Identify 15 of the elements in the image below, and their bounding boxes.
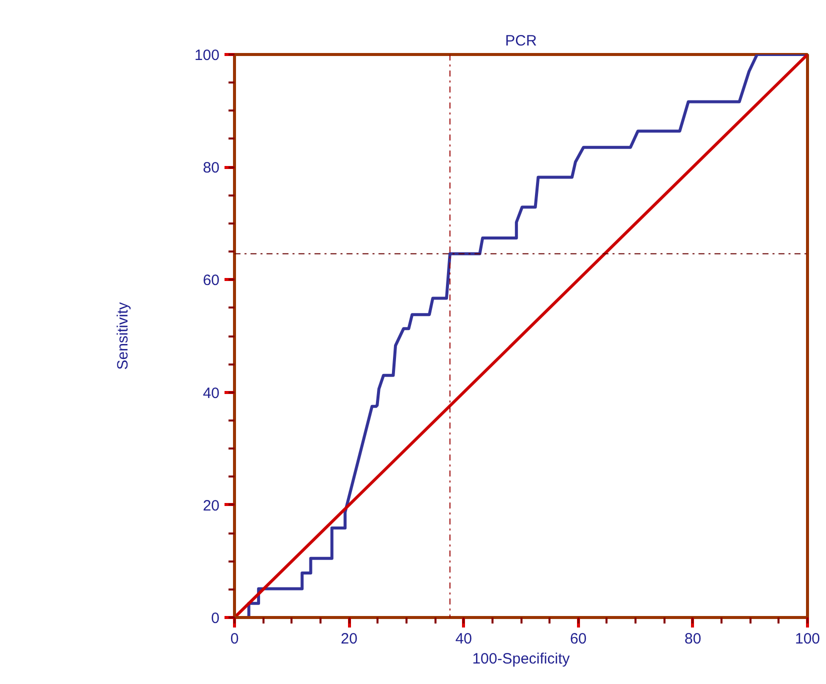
x-tick-label: 60 [570, 630, 587, 648]
y-tick-label: 40 [202, 384, 220, 402]
x-axis-title: 100-Specificity [472, 650, 570, 668]
x-tick-label: 80 [684, 630, 702, 648]
chart-title: PCR [505, 32, 537, 50]
y-tick-label: 80 [202, 160, 220, 177]
y-tick-label: 100 [194, 47, 220, 64]
y-tick-label: 20 [202, 497, 220, 514]
x-tick-label: 20 [340, 630, 358, 648]
y-axis-title: Sensitivity [114, 302, 132, 370]
x-tick-label: 0 [230, 630, 239, 648]
y-tick-label: 0 [211, 610, 220, 627]
x-tick-label: 40 [455, 630, 472, 648]
x-tick-label: 100 [794, 630, 820, 648]
y-tick-label: 60 [202, 272, 220, 290]
